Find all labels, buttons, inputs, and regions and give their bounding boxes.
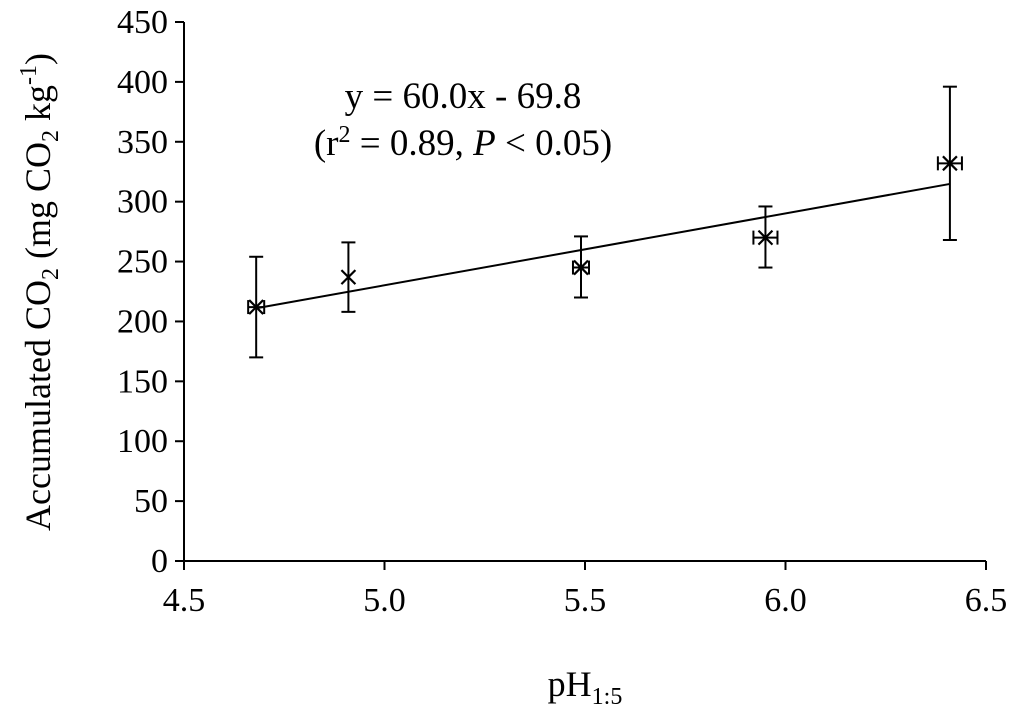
data-point — [571, 235, 591, 299]
stats-sup: 2 — [338, 122, 350, 148]
y-tick-label: 100 — [117, 423, 168, 460]
y-tick-label: 200 — [117, 303, 168, 340]
x-tick-label: 5.5 — [564, 582, 607, 619]
marker-stroke — [340, 269, 357, 285]
marker-stroke — [942, 155, 958, 172]
trendline-group — [256, 182, 951, 310]
marker-stroke — [757, 229, 774, 246]
x-tick-label: 6.0 — [764, 582, 807, 619]
y-tick-label: 400 — [117, 64, 168, 101]
x-ticks: 4.5 5.0 5.5 6.0 6.5 — [163, 561, 1008, 619]
y-ticks: 0 50 100 150 200 250 300 350 400 450 — [117, 4, 184, 580]
y-tick-label: 300 — [117, 184, 168, 221]
trendline — [256, 182, 951, 310]
marker-stroke — [248, 299, 264, 315]
stats-p: P — [472, 123, 496, 164]
y-tick-label: 50 — [134, 483, 168, 520]
y-tick-label: 450 — [117, 4, 168, 41]
regression-stats: (r2 = 0.89, P < 0.05) — [314, 122, 612, 164]
data-point — [247, 255, 266, 359]
y-tick-label: 350 — [117, 124, 168, 161]
x-axis-title: pH1:5 — [548, 664, 623, 704]
data-point — [752, 205, 779, 269]
data-points-group — [247, 85, 963, 359]
y-tick-label: 150 — [117, 363, 168, 400]
x-tick-label: 4.5 — [163, 582, 206, 619]
stats-mid: = 0.89, — [350, 123, 473, 164]
stats-open: (r — [314, 123, 339, 164]
y-tick-label: 0 — [151, 543, 168, 580]
marker-stroke — [573, 259, 589, 276]
regression-equation: y = 60.0x - 69.8 — [345, 76, 582, 117]
y-tick-label: 250 — [117, 244, 168, 281]
stats-tail: < 0.05) — [496, 123, 612, 164]
x-tick-label: 6.5 — [965, 582, 1008, 619]
data-point — [936, 85, 963, 241]
data-point — [340, 241, 357, 313]
x-tick-label: 5.0 — [363, 582, 406, 619]
y-axis-title: Accumulated CO2 (mg CO2 kg-1) — [16, 53, 64, 531]
